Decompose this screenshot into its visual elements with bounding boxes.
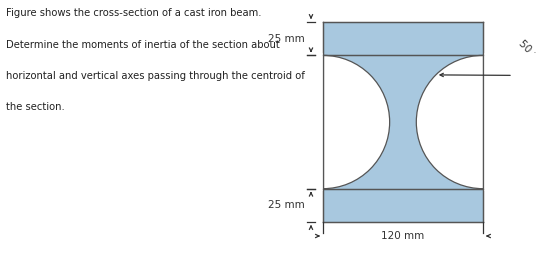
Text: Figure shows the cross-section of a cast iron beam.: Figure shows the cross-section of a cast… (6, 8, 261, 18)
Text: Determine the moments of inertia of the section about: Determine the moments of inertia of the … (6, 40, 279, 50)
Bar (255, 54, 323, 191)
Text: 100 mm: 100 mm (262, 117, 305, 127)
Text: 50 mm: 50 mm (517, 38, 550, 71)
Text: the section.: the section. (6, 102, 64, 112)
Bar (323, 22, 483, 222)
Bar (483, 54, 551, 191)
Text: 120 mm: 120 mm (382, 231, 424, 241)
Circle shape (256, 55, 390, 189)
Text: 25 mm: 25 mm (268, 34, 305, 44)
Text: 25 mm: 25 mm (268, 200, 305, 210)
Text: horizontal and vertical axes passing through the centroid of: horizontal and vertical axes passing thr… (6, 71, 305, 81)
Circle shape (416, 55, 550, 189)
